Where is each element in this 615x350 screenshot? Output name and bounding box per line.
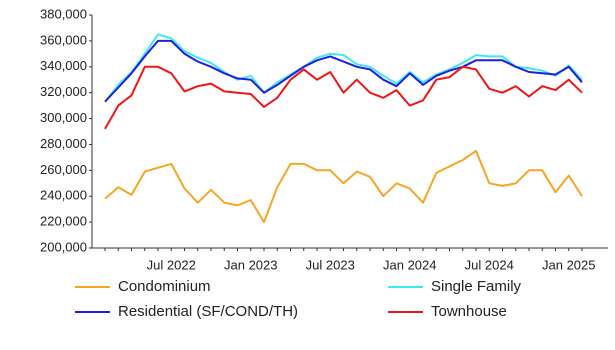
y-tick-label: 300,000 — [40, 110, 87, 125]
series-line — [104, 65, 583, 130]
y-tick-label: 200,000 — [40, 239, 87, 254]
x-tick-label: Jul 2024 — [465, 257, 514, 272]
legend-label: Residential (SF/COND/TH) — [118, 303, 298, 320]
legend-label: Condominium — [118, 278, 211, 295]
y-tick-label: 340,000 — [40, 58, 87, 73]
y-tick-label: 260,000 — [40, 162, 87, 177]
y-tick-label: 240,000 — [40, 188, 87, 203]
series-line — [104, 39, 583, 103]
x-tick-label: Jul 2022 — [147, 257, 196, 272]
x-tick-label: Jan 2025 — [542, 257, 596, 272]
legend-label: Townhouse — [431, 303, 507, 320]
y-tick-label: 280,000 — [40, 136, 87, 151]
series-line — [104, 149, 583, 224]
y-tick-label: 360,000 — [40, 32, 87, 47]
x-tick-label: Jul 2023 — [306, 257, 355, 272]
y-tick-label: 380,000 — [40, 6, 87, 21]
y-tick-label: 220,000 — [40, 214, 87, 229]
x-tick-label: Jan 2024 — [383, 257, 437, 272]
series-line — [104, 33, 583, 103]
y-tick-label: 320,000 — [40, 84, 87, 99]
legend-label: Single Family — [431, 278, 522, 295]
x-tick-label: Jan 2023 — [224, 257, 278, 272]
